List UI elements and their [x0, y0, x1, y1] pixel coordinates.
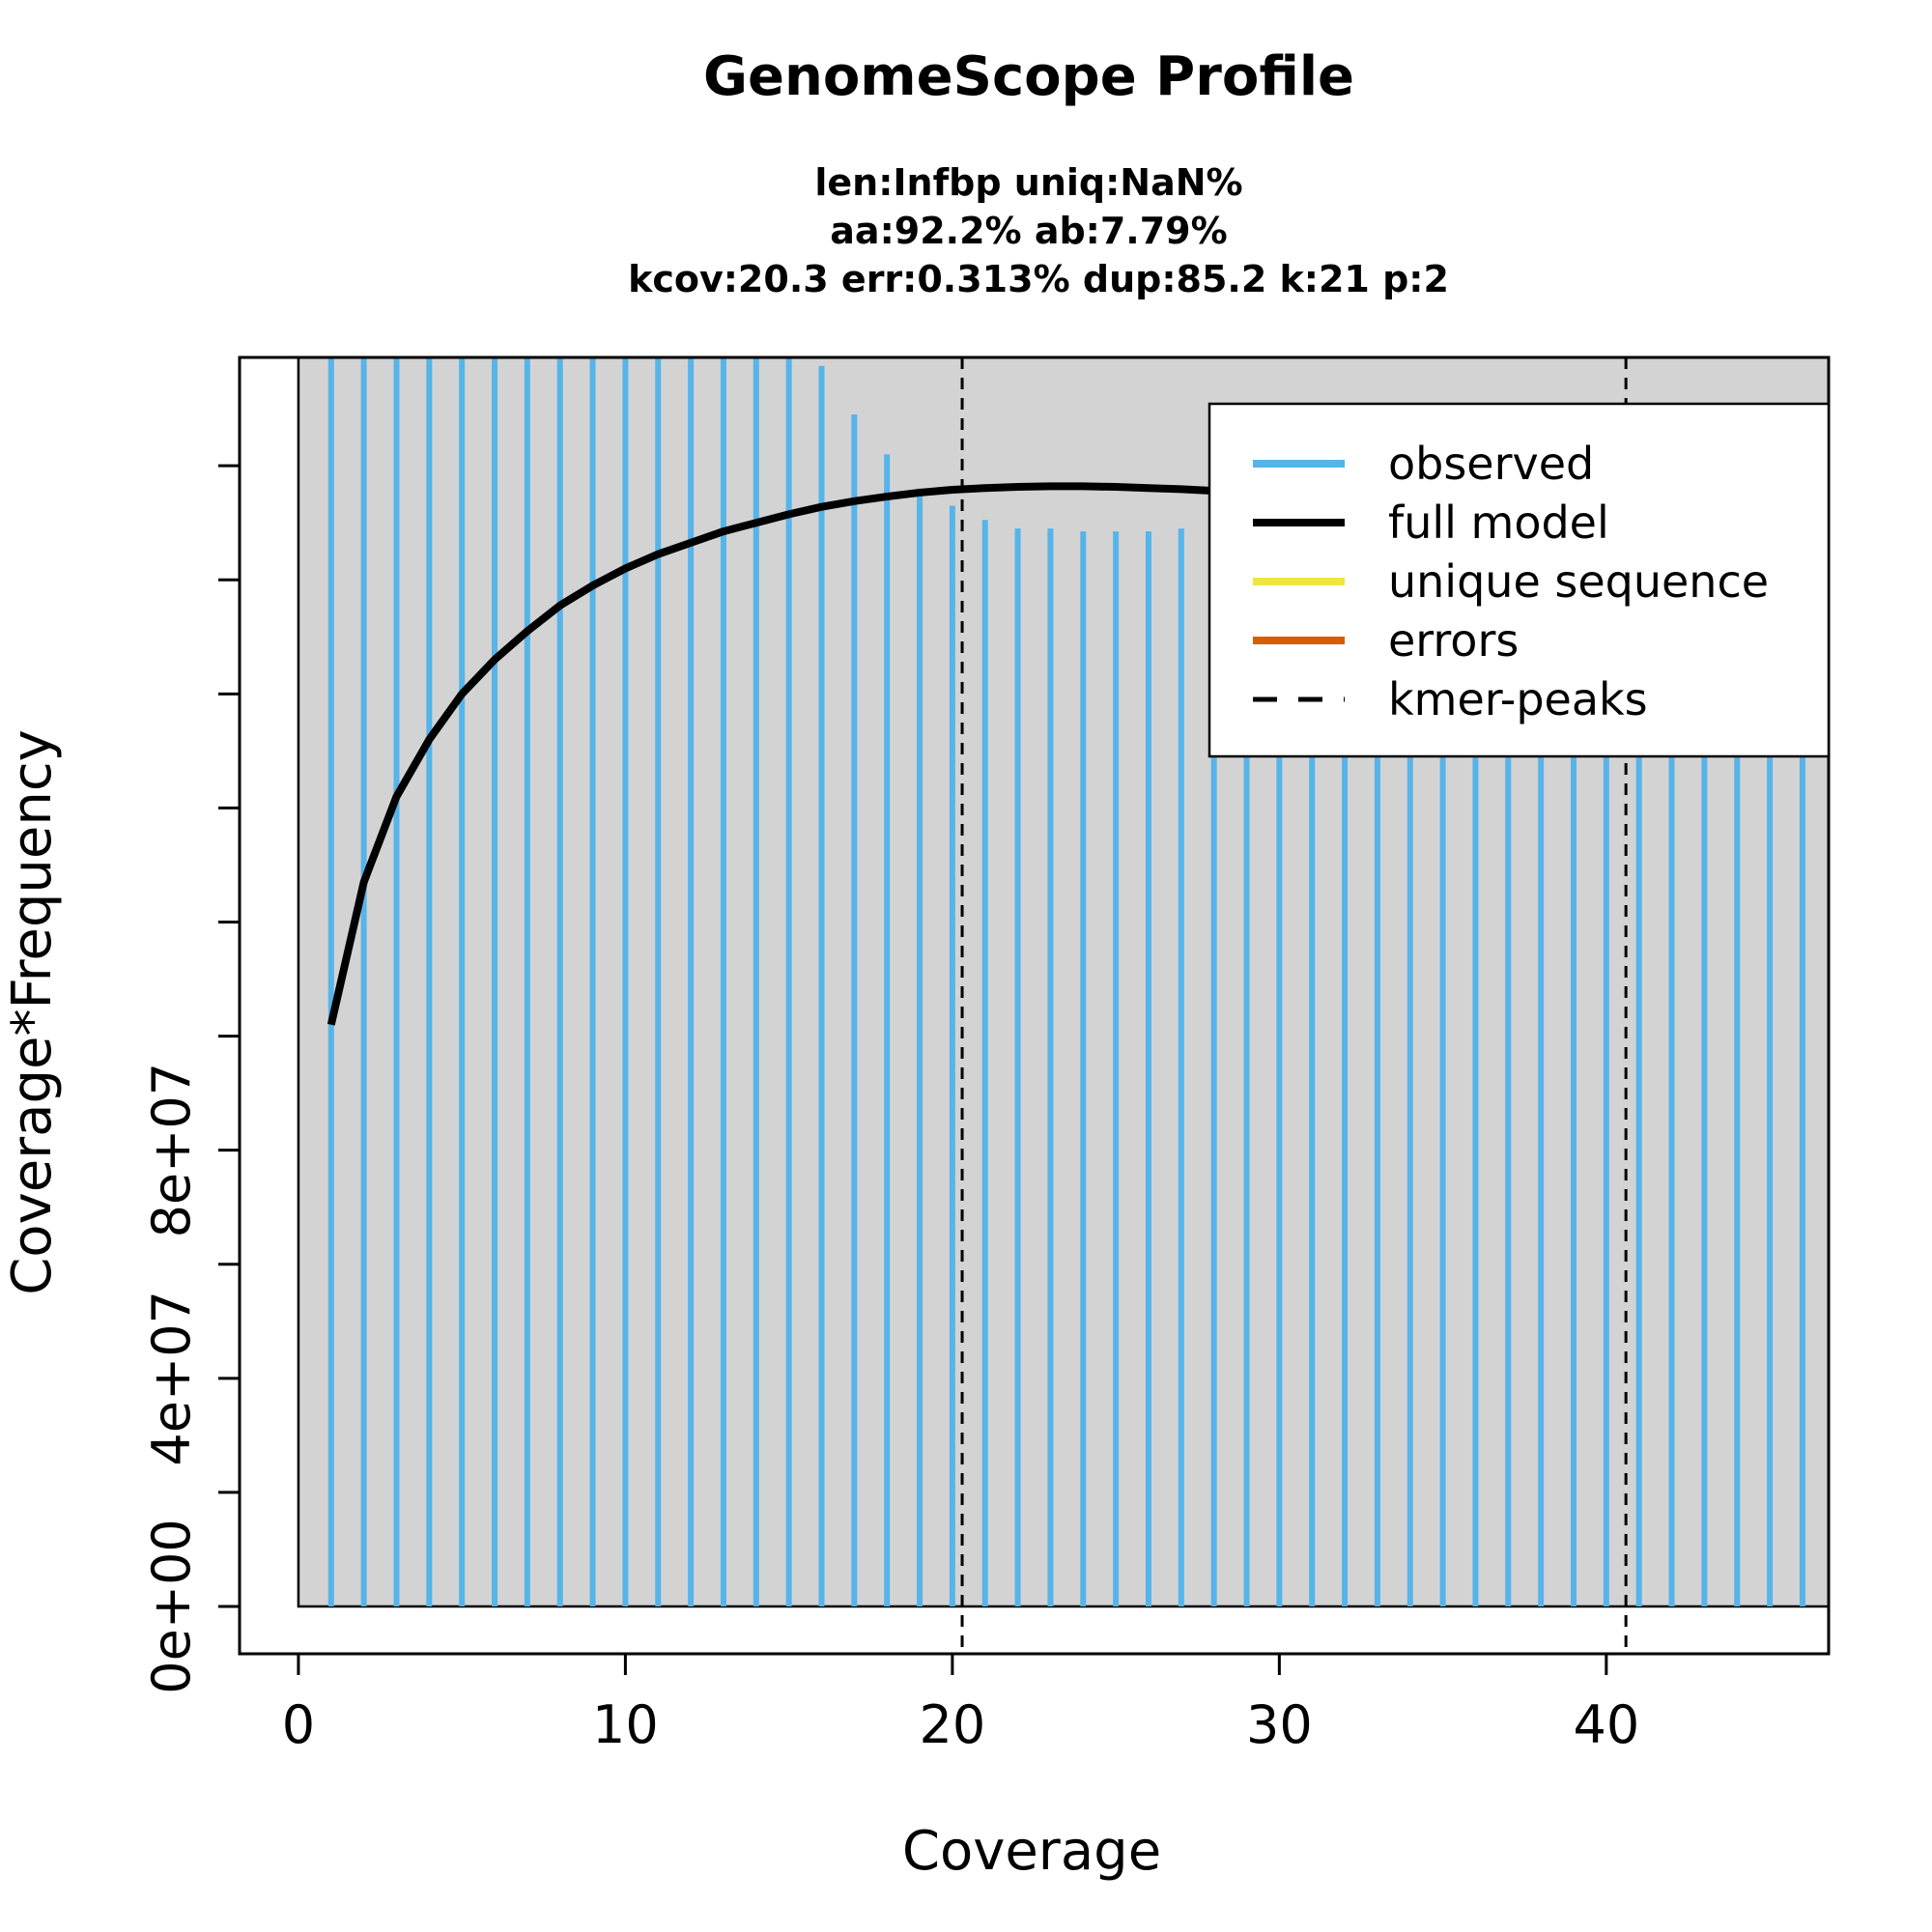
- x-tick-label: 0: [282, 1694, 315, 1755]
- chart-subtitle-line-2: aa:92.2% ab:7.79%: [830, 210, 1227, 252]
- x-tick-label: 40: [1573, 1694, 1639, 1755]
- chart-subtitle-line-1: len:Infbp uniq:NaN%: [814, 161, 1242, 204]
- chart-title: GenomeScope Profile: [703, 45, 1354, 108]
- chart-subtitle-line-3: kcov:20.3 err:0.313% dup:85.2 k:21 p:2: [628, 258, 1449, 300]
- x-axis-label: Coverage: [902, 1820, 1161, 1883]
- x-tick-label: 20: [920, 1694, 986, 1755]
- y-tick-label: 0e+00: [141, 1519, 202, 1694]
- legend-label: observed: [1388, 438, 1594, 490]
- legend-label: errors: [1388, 614, 1519, 667]
- legend: observed full model unique sequence errors k…: [1208, 402, 1831, 758]
- full-model-line: [327, 482, 1214, 1026]
- plot-frame: [238, 355, 1831, 1656]
- y-axis-label: Coverage*Frequency: [1, 729, 64, 1295]
- legend-label: kmer-peaks: [1388, 673, 1648, 725]
- x-tick-label: 10: [592, 1694, 659, 1755]
- kmer-peak-lines: [960, 357, 1628, 1654]
- legend-label: unique sequence: [1388, 555, 1769, 608]
- y-tick-label: 4e+07: [141, 1291, 202, 1466]
- y-tick-label: 8e+07: [141, 1063, 202, 1238]
- y-axis: 0e+00 4e+07 8e+07: [141, 464, 240, 1694]
- observed-bars: [327, 357, 1805, 1606]
- x-axis: 0 10 20 30 40: [282, 1654, 1639, 1755]
- x-tick-label: 30: [1246, 1694, 1313, 1755]
- legend-label: full model: [1388, 497, 1609, 549]
